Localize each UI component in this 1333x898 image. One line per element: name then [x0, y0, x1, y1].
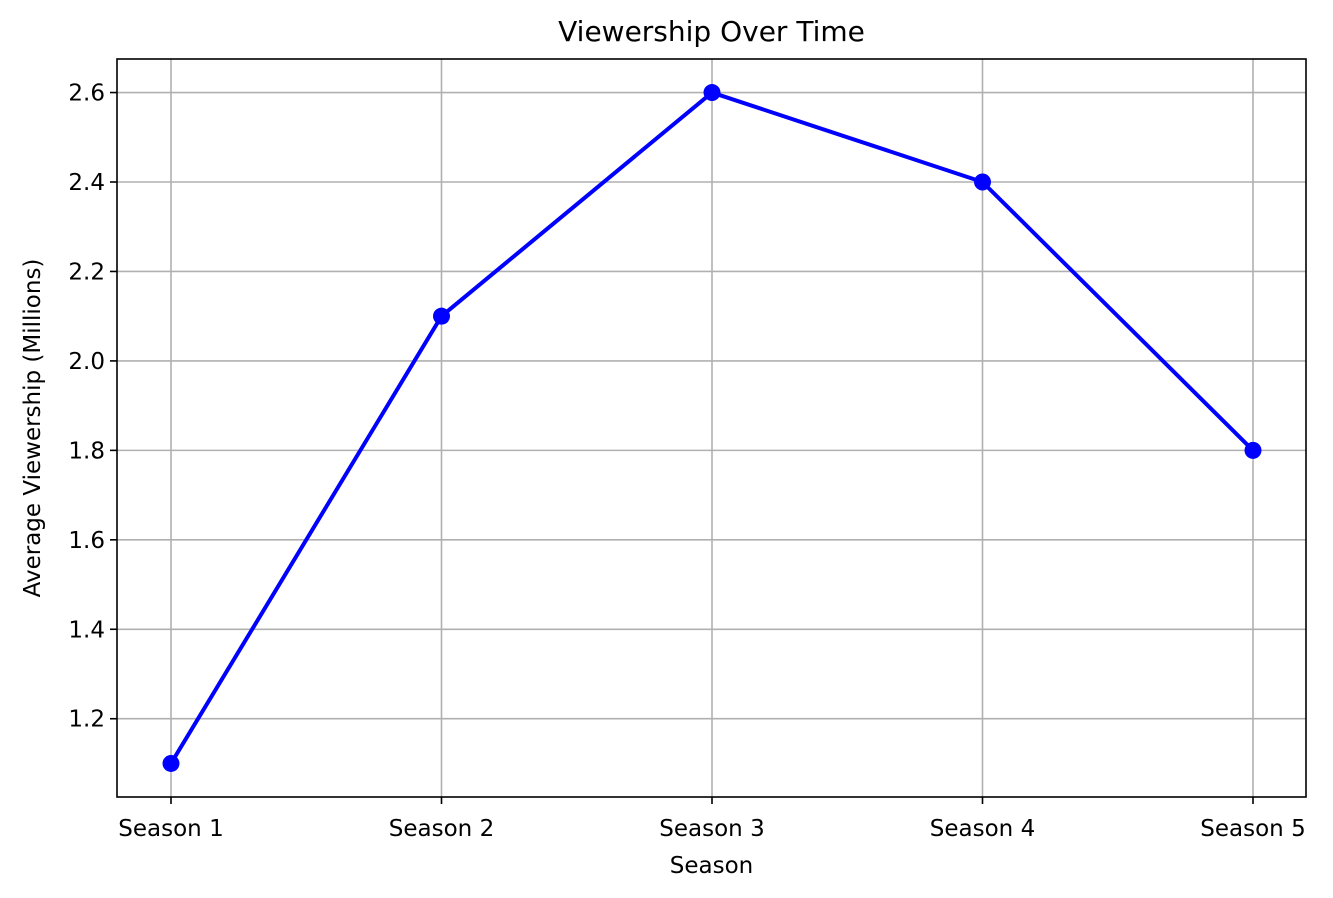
y-tick-label: 1.4 — [68, 617, 105, 643]
chart-title: Viewership Over Time — [558, 15, 865, 48]
y-tick-label: 2.4 — [68, 170, 105, 196]
y-tick-label: 2.2 — [68, 259, 105, 285]
y-tick-label: 1.8 — [68, 438, 105, 464]
data-point — [703, 84, 721, 102]
x-tick-label: Season 4 — [930, 816, 1035, 842]
data-point — [162, 754, 180, 772]
x-axis-label: Season — [670, 853, 753, 879]
x-tick-label: Season 2 — [389, 816, 494, 842]
ticks: Season 1 Season 2 Season 3 Season 4 Season 5… — [68, 81, 1305, 842]
data-point — [974, 173, 991, 191]
x-tick-label: Season 3 — [659, 816, 764, 842]
series — [162, 84, 1262, 772]
y-tick-label: 2.0 — [68, 349, 105, 375]
x-tick-label: Season 5 — [1200, 816, 1305, 842]
data-point — [1244, 441, 1262, 459]
y-tick-label: 2.6 — [68, 81, 105, 107]
y-axis-label: Average Viewership (Millions) — [20, 259, 46, 598]
y-tick-label: 1.2 — [68, 707, 105, 733]
x-tick-label: Season 1 — [118, 816, 223, 842]
y-tick-label: 1.6 — [68, 528, 105, 554]
plot-frame — [116, 58, 1307, 798]
data-point — [433, 307, 450, 325]
